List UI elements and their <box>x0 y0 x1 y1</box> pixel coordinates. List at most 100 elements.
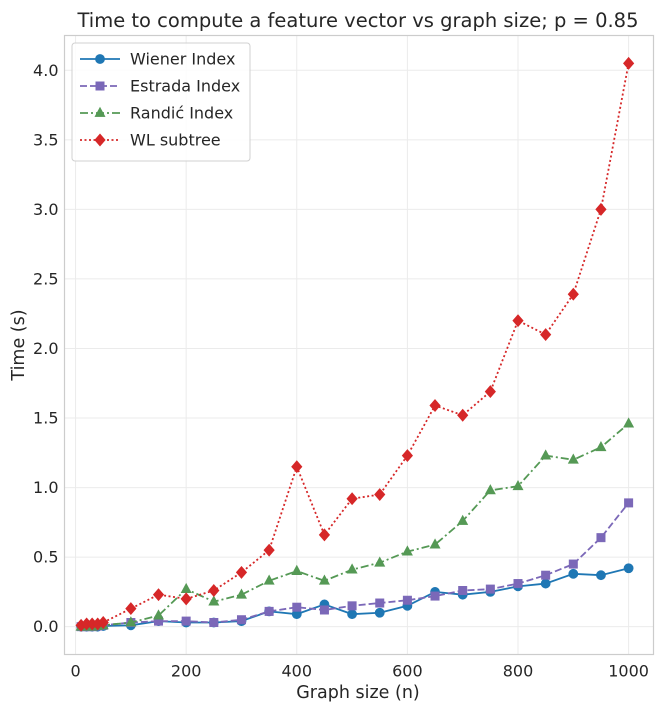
data-point <box>263 574 275 585</box>
data-point <box>374 488 386 501</box>
data-point <box>346 492 358 506</box>
data-point <box>596 533 606 543</box>
y-tick-label: 2.0 <box>33 339 58 358</box>
data-point <box>429 399 441 412</box>
legend-marker <box>94 133 106 147</box>
x-tick-label: 200 <box>171 662 202 681</box>
data-point <box>623 417 635 428</box>
x-tick-label: 1000 <box>608 662 649 681</box>
data-point <box>484 385 496 399</box>
data-point <box>624 498 634 508</box>
data-point <box>402 595 412 605</box>
data-point <box>235 588 247 599</box>
data-point <box>235 565 248 579</box>
data-point <box>318 574 330 585</box>
data-point <box>346 563 358 574</box>
legend-marker <box>95 81 105 91</box>
data-point <box>623 563 634 574</box>
data-point <box>180 592 192 606</box>
data-point <box>623 56 635 70</box>
plot-border <box>63 34 655 656</box>
legend: Wiener Index Estrada Index Randić Index WL … <box>71 42 251 162</box>
series-wl-subtree <box>75 56 635 632</box>
data-point <box>429 538 441 549</box>
data-point <box>125 602 137 616</box>
data-point <box>153 609 165 620</box>
legend-label: Estrada Index <box>130 77 240 96</box>
series-layer <box>75 56 635 632</box>
x-tick-label: 400 <box>282 662 313 681</box>
legend-box <box>71 42 251 162</box>
data-point <box>540 449 552 460</box>
x-axis-label: Graph size (n) <box>296 683 419 703</box>
data-point <box>181 616 191 626</box>
y-tick-label: 4.0 <box>33 61 58 80</box>
data-point <box>209 618 219 628</box>
data-point <box>236 615 246 625</box>
data-point <box>595 202 607 216</box>
y-tick-label: 2.5 <box>33 269 58 288</box>
y-axis-label: Time (s) <box>9 309 29 381</box>
data-point <box>540 578 551 589</box>
data-point <box>595 441 607 452</box>
data-point <box>457 408 469 422</box>
data-point <box>457 514 469 525</box>
data-point <box>347 609 357 620</box>
x-tick-label: 600 <box>392 662 423 681</box>
y-tick-label: 0.0 <box>33 617 58 636</box>
legend-marker <box>94 106 106 117</box>
data-point <box>291 460 303 474</box>
grid-lines <box>64 35 654 655</box>
data-point <box>541 570 551 580</box>
data-point <box>125 616 137 627</box>
data-point <box>401 545 413 556</box>
legend-item: Wiener Index <box>80 50 235 69</box>
data-point <box>374 556 386 567</box>
data-point <box>208 595 220 606</box>
x-tick-label: 0 <box>70 662 80 681</box>
data-point <box>208 584 220 597</box>
data-point <box>484 484 496 495</box>
legend-label: WL subtree <box>130 131 221 150</box>
data-point <box>264 606 274 616</box>
data-point <box>292 602 302 612</box>
data-point <box>401 449 413 463</box>
legend-item: Estrada Index <box>80 77 240 96</box>
y-tick-label: 0.5 <box>33 548 58 567</box>
data-point <box>458 586 468 596</box>
data-point <box>375 598 385 608</box>
data-point <box>540 328 552 342</box>
y-tick-label: 1.5 <box>33 409 58 428</box>
data-point <box>430 591 440 601</box>
data-point <box>567 453 579 464</box>
data-point <box>567 287 579 301</box>
x-tick-label: 800 <box>503 662 534 681</box>
y-tick-label: 3.0 <box>33 200 58 219</box>
legend-label: Wiener Index <box>130 50 235 69</box>
data-point <box>513 579 523 589</box>
legend-item: Randić Index <box>80 104 233 123</box>
data-point <box>568 568 579 579</box>
y-tick-label: 3.5 <box>33 130 58 149</box>
legend-marker <box>95 54 105 64</box>
data-point <box>318 528 331 542</box>
legend-item: WL subtree <box>80 131 221 150</box>
y-tick-label: 1.0 <box>33 478 58 497</box>
data-point <box>596 570 606 581</box>
data-point <box>347 601 357 611</box>
data-point <box>319 605 329 615</box>
data-point <box>512 479 524 491</box>
legend-label: Randić Index <box>130 104 233 123</box>
chart-title: Time to compute a feature vector vs grap… <box>76 9 638 32</box>
data-point <box>485 584 495 594</box>
data-point <box>263 543 275 557</box>
tick-labels: 0 200 400 600 800 1000 0.0 0.5 1.0 1.5 2.0 2.5 3.0 3.… <box>33 61 649 681</box>
data-point <box>97 616 109 629</box>
data-point <box>512 314 524 328</box>
data-point <box>291 564 303 575</box>
data-point <box>568 559 578 569</box>
data-point <box>374 607 385 618</box>
series-line <box>80 63 630 627</box>
